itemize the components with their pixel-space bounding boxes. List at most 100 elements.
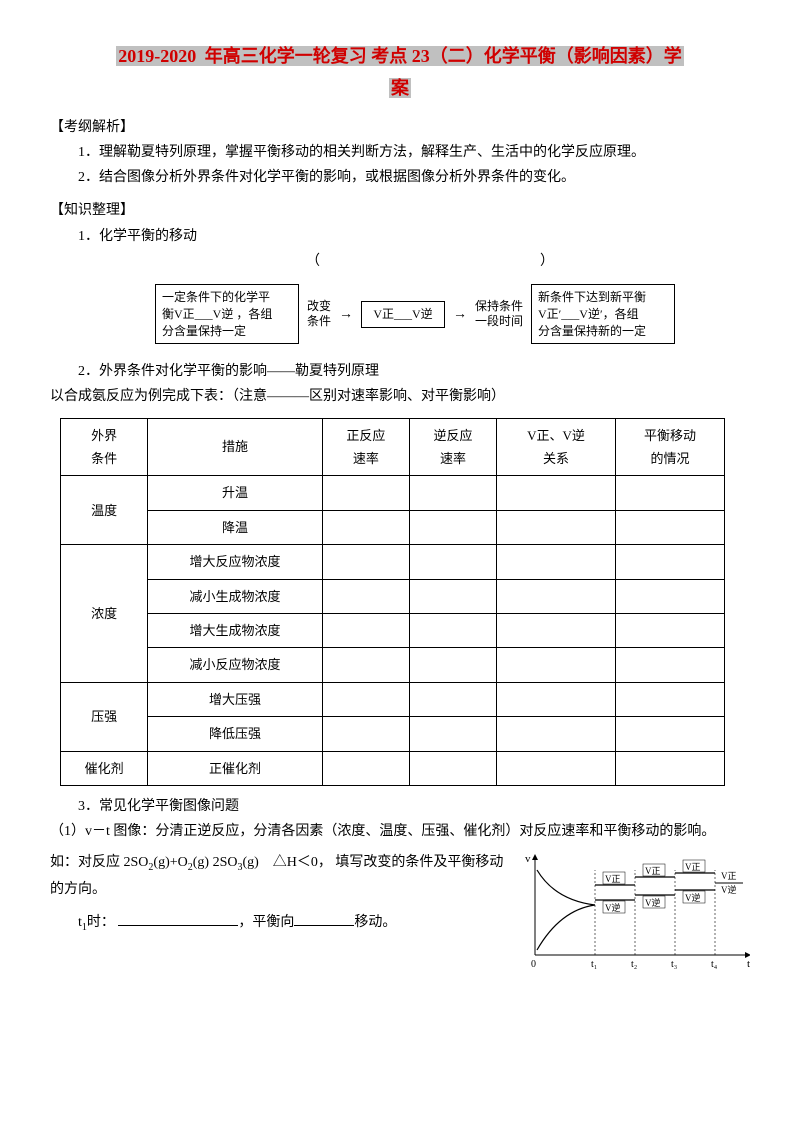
table-category-cell: 温度	[61, 476, 148, 545]
flow-arrow-1: 改变 条件	[307, 299, 331, 330]
table-header-cell: 正反应速率	[322, 418, 409, 476]
table-row: 催化剂正催化剂	[61, 751, 725, 785]
arrow1-top: 改变	[307, 299, 331, 315]
svg-text:V正: V正	[605, 874, 621, 884]
table-category-cell: 浓度	[61, 545, 148, 683]
table-empty-cell	[615, 545, 724, 579]
flow-box-1: 一定条件下的化学平 衡V正___V逆 ，各组 分含量保持一定	[155, 284, 299, 344]
table-empty-cell	[409, 614, 496, 648]
table-empty-cell	[497, 682, 616, 716]
title-highlight-1: 2019-2020	[116, 46, 198, 66]
t-end: 移动。	[354, 915, 396, 930]
flow-box3-l2: V正′___V逆′，各组	[538, 306, 668, 323]
table-row: 降温	[61, 510, 725, 544]
table-empty-cell	[409, 682, 496, 716]
flow-box-3: 新条件下达到新平衡 V正′___V逆′，各组 分含量保持新的一定	[531, 284, 675, 344]
t-mid: ，平衡向	[238, 915, 294, 930]
table-empty-cell	[497, 717, 616, 751]
table-empty-cell	[497, 476, 616, 510]
table-empty-cell	[322, 614, 409, 648]
arrow-icon-1: →	[339, 302, 353, 327]
vt-chart: vt0t₁t₂t₃t₄V正V逆V正V逆V正V逆V正V逆	[520, 850, 750, 979]
table-empty-cell	[322, 476, 409, 510]
blank-direction	[294, 911, 354, 926]
table-empty-cell	[615, 579, 724, 613]
table-header-cell: 措施	[148, 418, 322, 476]
table-row: 增大生成物浓度	[61, 614, 725, 648]
table-empty-cell	[322, 717, 409, 751]
table-empty-cell	[497, 751, 616, 785]
rx-2: (g)+O	[153, 855, 187, 870]
rx-1: 如：对反应 2SO	[50, 855, 148, 870]
table-empty-cell	[409, 545, 496, 579]
table-empty-cell	[615, 476, 724, 510]
arrow1-bot: 条件	[307, 314, 331, 330]
table-empty-cell	[322, 579, 409, 613]
svg-text:t₃: t₃	[671, 959, 677, 970]
table-measure-cell: 增大反应物浓度	[148, 545, 322, 579]
svg-text:0: 0	[531, 959, 536, 970]
svg-text:V逆: V逆	[645, 897, 661, 908]
table-empty-cell	[615, 682, 724, 716]
paren-right: ）	[540, 249, 554, 274]
flow-box3-l3: 分含量保持新的一定	[538, 323, 668, 340]
flow-box-2: V正___V逆	[361, 301, 445, 328]
table-header-row: 外界条件措施正反应速率逆反应速率V正、V逆关系平衡移动的情况	[61, 418, 725, 476]
table-row: 浓度增大反应物浓度	[61, 545, 725, 579]
table-row: 减小生成物浓度	[61, 579, 725, 613]
table-empty-cell	[322, 682, 409, 716]
svg-text:V正: V正	[721, 871, 737, 881]
table-row: 降低压强	[61, 717, 725, 751]
svg-text:t₂: t₂	[631, 959, 637, 970]
table-header-cell: 逆反应速率	[409, 418, 496, 476]
table-measure-cell: 增大压强	[148, 682, 322, 716]
table-category-cell: 催化剂	[61, 751, 148, 785]
table-measure-cell: 正催化剂	[148, 751, 322, 785]
table-measure-cell: 降低压强	[148, 717, 322, 751]
svg-text:v: v	[525, 853, 531, 865]
table-header-cell: 外界条件	[61, 418, 148, 476]
svg-text:V逆: V逆	[721, 884, 737, 895]
table-empty-cell	[497, 579, 616, 613]
table-row: 减小反应物浓度	[61, 648, 725, 682]
table-empty-cell	[409, 648, 496, 682]
table-empty-cell	[497, 510, 616, 544]
paren-left: （	[306, 249, 320, 274]
paren-row: （ ）	[110, 249, 750, 274]
doc-title: 2019-2020 年高三化学一轮复习 考点 23（二）化学平衡（影响因素）学 …	[50, 40, 750, 105]
table-empty-cell	[615, 717, 724, 751]
para-2-3: 以合成氨反应为例完成下表：（注意———区别对速率影响、对平衡影响）	[50, 384, 750, 409]
table-measure-cell: 降温	[148, 510, 322, 544]
table-empty-cell	[409, 510, 496, 544]
table-empty-cell	[322, 648, 409, 682]
rx-3: (g) 2SO	[193, 855, 238, 870]
table-empty-cell	[497, 545, 616, 579]
flow-box2-text: V正___V逆	[373, 307, 432, 321]
svg-text:t₁: t₁	[591, 959, 597, 970]
svg-text:t: t	[747, 958, 750, 970]
table-empty-cell	[409, 751, 496, 785]
table-empty-cell	[615, 510, 724, 544]
arrow2-top: 保持条件	[475, 299, 523, 315]
flow-box1-l3: 分含量保持一定	[162, 323, 292, 340]
section-knowledge: 【知识整理】	[50, 198, 750, 223]
title-highlight-3: 案	[389, 78, 411, 98]
svg-text:V逆: V逆	[605, 902, 621, 913]
table-header-cell: 平衡移动的情况	[615, 418, 724, 476]
svg-text:t₄: t₄	[711, 959, 718, 970]
table-header-cell: V正、V逆关系	[497, 418, 616, 476]
table-measure-cell: 减小反应物浓度	[148, 648, 322, 682]
table-category-cell: 压强	[61, 682, 148, 751]
table-measure-cell: 升温	[148, 476, 322, 510]
arrow-icon-2: →	[453, 302, 467, 327]
svg-text:V逆: V逆	[685, 892, 701, 903]
table-empty-cell	[322, 510, 409, 544]
table-measure-cell: 增大生成物浓度	[148, 614, 322, 648]
table-row: 温度升温	[61, 476, 725, 510]
table-empty-cell	[409, 717, 496, 751]
flow-box1-l2: 衡V正___V逆 ，各组	[162, 306, 292, 323]
table-empty-cell	[615, 614, 724, 648]
para-2-1: 1．化学平衡的移动	[50, 224, 750, 249]
table-empty-cell	[497, 614, 616, 648]
table-empty-cell	[409, 476, 496, 510]
